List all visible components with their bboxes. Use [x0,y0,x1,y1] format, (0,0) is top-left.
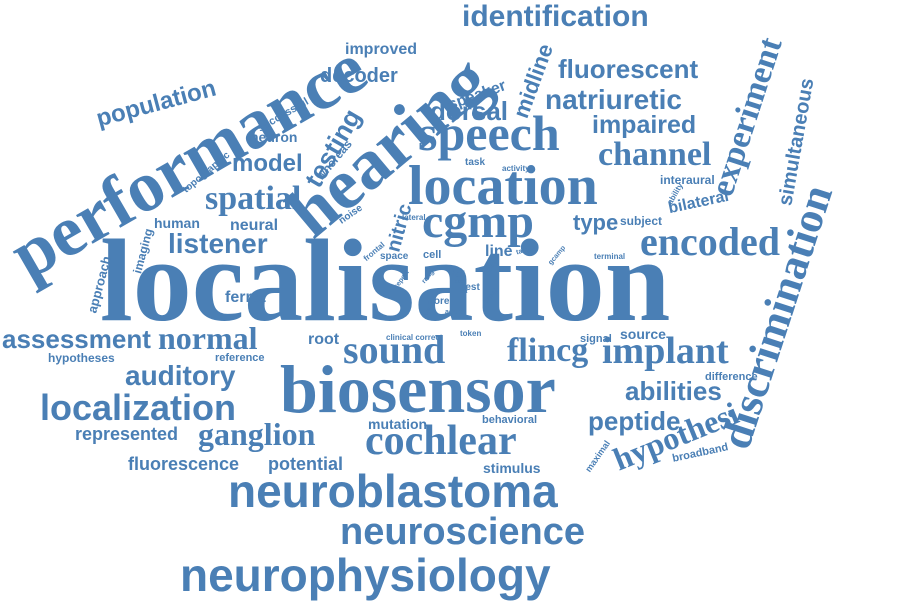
word-flincg: flincg [507,332,589,369]
word-implant: implant [602,330,729,372]
word-maximal: maximal [583,438,613,474]
word-cell: cell [423,249,442,261]
word-tail: tail [452,269,466,279]
word-test: test [462,282,480,293]
word-clinical-correct: clinical correct [386,333,443,342]
word-assessment: assessment [2,324,151,354]
word-decoder: decoder [320,65,398,87]
word-source: source [620,326,666,342]
word-sound: sound [343,327,446,372]
word-improved: improved [345,41,418,58]
word-natriuretic: natriuretic [545,84,682,115]
word-subject: subject [620,214,663,228]
word-adult: adult [445,309,462,316]
word-spatial: spatial [205,180,302,217]
word-location: location [408,155,598,217]
word-interaural: interaural [660,173,715,187]
word-potential: potential [268,454,343,474]
word-experiment: experiment [703,33,790,201]
word-space: space [380,251,409,262]
word-cgmp: cgmp [422,195,534,248]
word-activity: activity [502,164,530,173]
word-behavioral: behavioral [482,414,538,426]
word-model: model [232,150,303,177]
word-reference: reference [215,352,265,364]
word-signal: signal [580,333,612,345]
word-normal: normal [158,320,258,356]
word-listener: listener [168,228,268,259]
word-more: more [425,296,450,307]
word-mutation: mutation [368,416,428,432]
word-neuroscience: neuroscience [340,511,585,553]
word-human: human [154,215,200,231]
word-localization: localization [40,387,237,428]
word-channel: channel [598,136,712,173]
word-cue: cue [455,279,464,285]
word-stimulus: stimulus [483,460,541,476]
word-abilities: abilities [625,376,722,406]
word-encoded: encoded [640,219,780,264]
word-fluorescent: fluorescent [558,54,699,84]
word-represented: represented [75,424,179,444]
word-neuroblastoma: neuroblastoma [228,465,558,517]
word-dorsal: dorsal [430,96,509,126]
word-terminal: terminal [594,252,626,261]
word-cochlear: cochlear [365,418,517,464]
word-neural: neural [230,217,279,234]
word-left: left [460,289,468,295]
word-type: type [573,210,619,235]
word-fluorescence: fluorescence [128,454,240,474]
word-difference: difference [705,371,758,383]
word-ganglion: ganglion [198,416,316,452]
word-peptide: peptide [588,406,681,436]
word-speech: speech [418,105,560,161]
word-biosensor: biosensor [280,351,556,427]
word-localisation: localisation [100,215,671,346]
word-lateral: lateral [402,213,426,222]
word-auditory: auditory [125,360,236,391]
word-line: line [485,243,513,260]
word-root: root [308,331,340,348]
word-impaired: impaired [592,111,697,139]
word-identification: identification [462,0,649,33]
word-token: token [460,329,482,338]
word-neurophysiology: neurophysiology [180,549,551,601]
word-neuron: neuron [250,129,298,145]
word-task: task [465,157,486,168]
word-hypotheses: hypotheses [48,351,115,365]
word-ferret: ferret [225,289,266,306]
